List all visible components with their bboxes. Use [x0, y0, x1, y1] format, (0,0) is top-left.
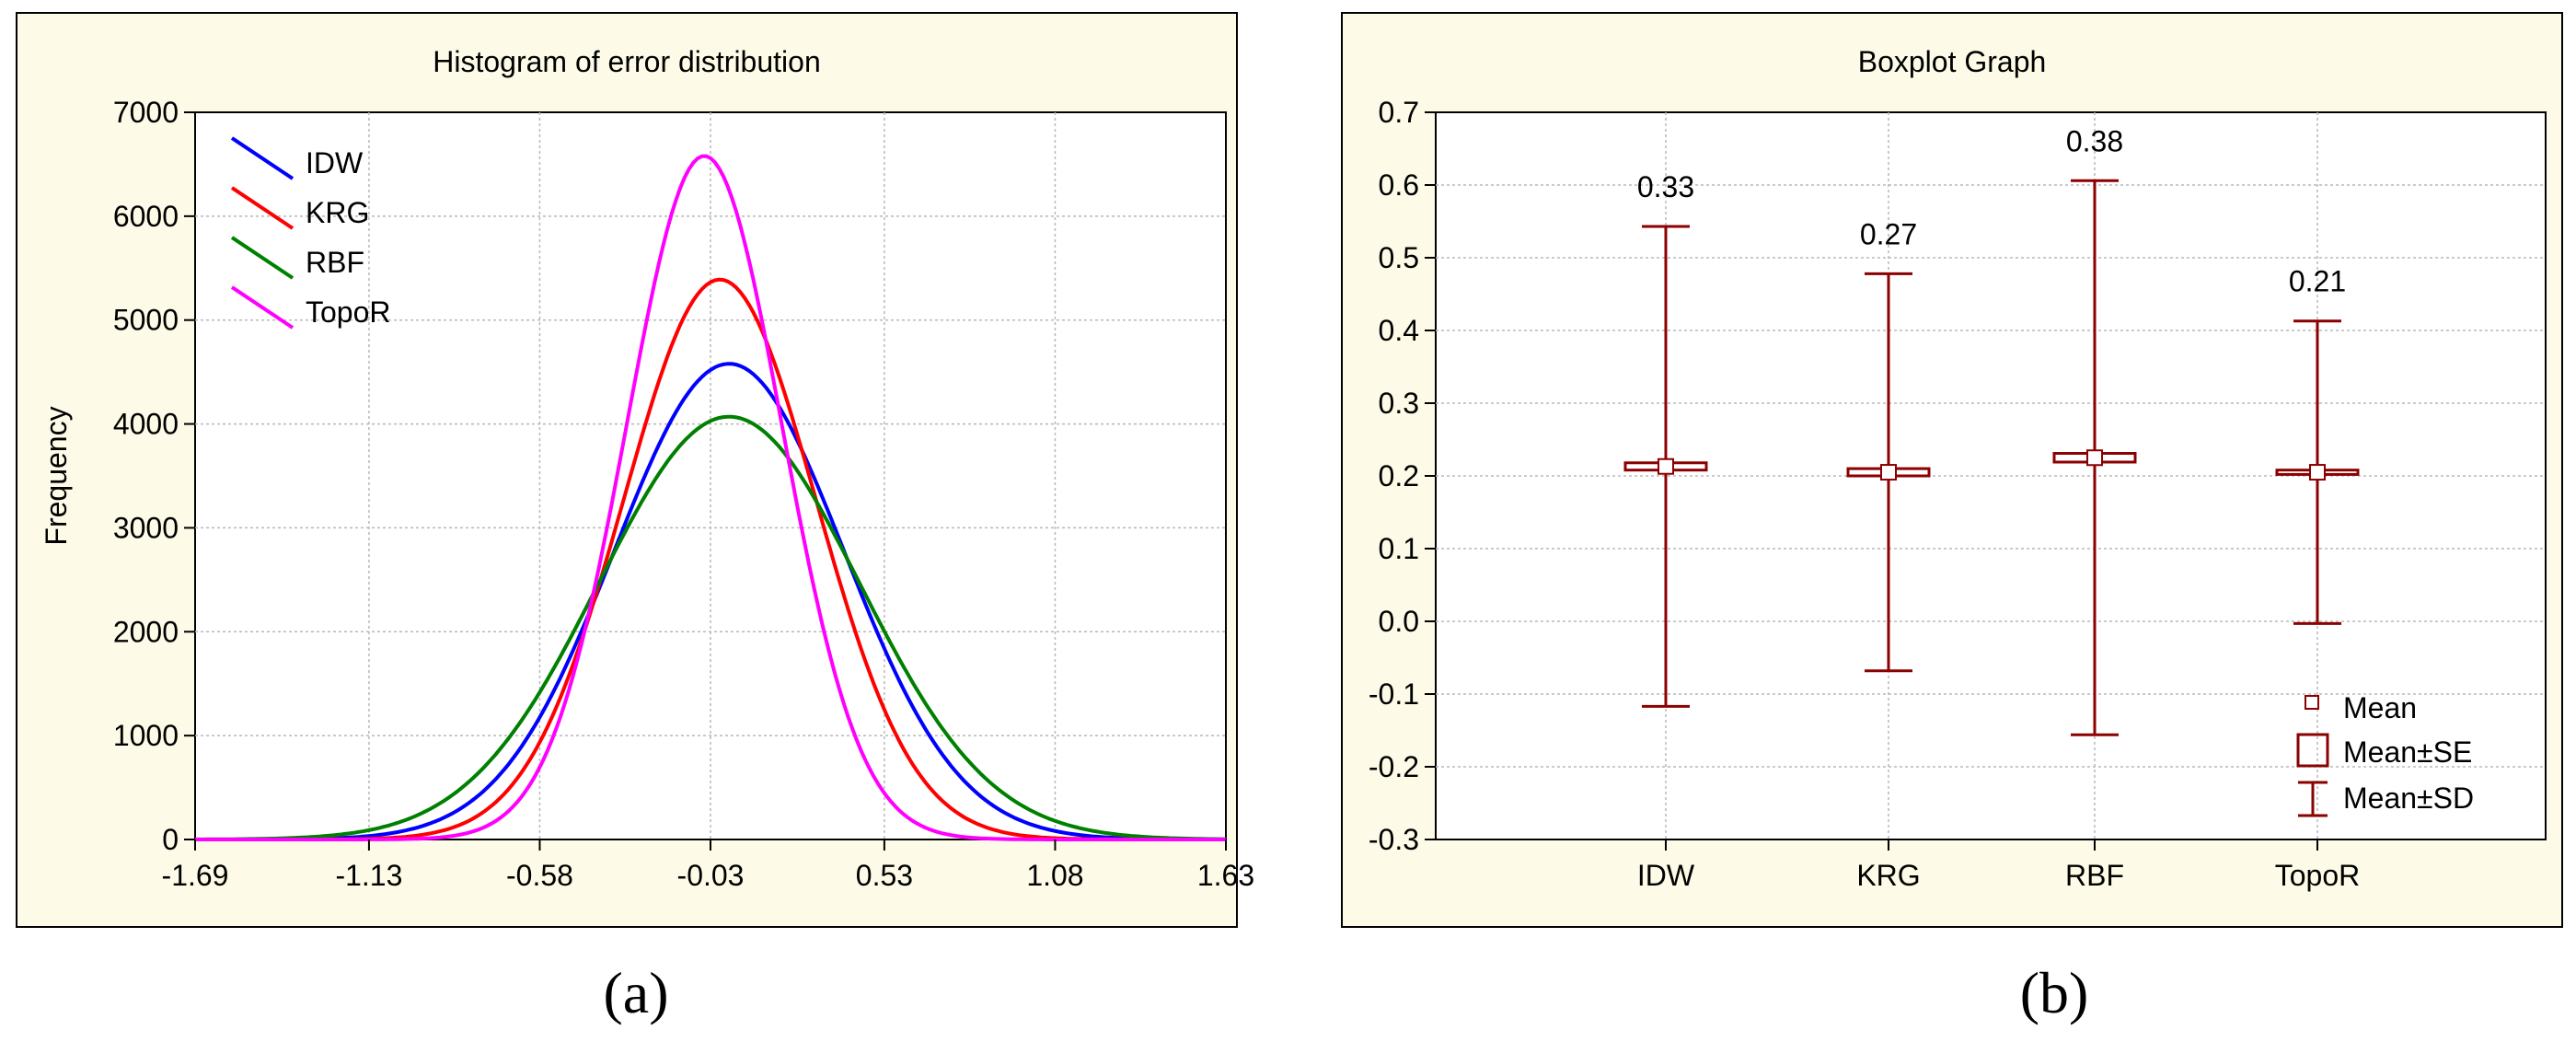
legend-swatch-topor: [230, 285, 295, 330]
legend-label-sd: Mean±SD: [2343, 782, 2474, 815]
mean-marker: [2309, 464, 2326, 481]
y-tick-label: 0.7: [1379, 96, 1419, 129]
legend-mean-icon: [2305, 695, 2319, 710]
boxplot-panel: Boxplot Graph 0.330.270.380.21 -0.3-0.2-…: [1341, 12, 2563, 928]
y-tick-label: -0.2: [1369, 750, 1419, 783]
boxplot-grid: [1436, 112, 2546, 839]
y-tick-label: 2000: [113, 615, 179, 648]
x-tick-label: -0.58: [506, 859, 573, 892]
histogram-curves: [195, 154, 1227, 841]
sd-value-label: 0.38: [2066, 124, 2123, 157]
histogram-legend: IDW KRG RBF TopoR: [230, 136, 391, 330]
legend-label-topor: TopoR: [306, 295, 391, 329]
y-tick-label: 0.6: [1379, 168, 1419, 202]
y-tick-label: 5000: [113, 304, 179, 337]
legend-label-mean: Mean: [2343, 691, 2417, 724]
x-tick-label: -0.03: [677, 859, 745, 892]
y-tick-label: 0.0: [1379, 605, 1419, 638]
boxplot-boxes: 0.33 0.27 0.38 0.21: [1623, 124, 2360, 736]
y-tick-label: 0: [162, 823, 179, 856]
boxplot-title: Boxplot Graph: [1858, 45, 2047, 78]
curve-rbf: [195, 414, 1227, 841]
histogram-panel: Histogram of error distribution 0 1000 200…: [16, 12, 1254, 928]
histogram-grid: [195, 112, 1226, 839]
y-tick-label: -0.3: [1369, 823, 1419, 856]
y-tick-label: -0.1: [1369, 677, 1419, 711]
legend-label-krg: KRG: [306, 196, 369, 229]
curve-idw: [195, 362, 1227, 841]
panel-label-a: (a): [603, 960, 668, 1025]
box-group-krg: 0.27: [1846, 217, 1931, 673]
y-tick-label: 3000: [113, 511, 179, 544]
histogram-y-axis-label: Frequency: [40, 406, 73, 545]
y-tick-label: 1000: [113, 719, 179, 752]
boxplot-x-ticks: IDW KRG RBF TopoR: [1637, 839, 2360, 892]
mean-marker: [1658, 457, 1674, 475]
legend-swatch-krg: [230, 186, 295, 230]
legend-label-idw: IDW: [306, 146, 364, 179]
histogram-x-ticks: -1.69 -1.13 -0.58 -0.03 0.53 1.08 1.63: [162, 839, 1254, 892]
sd-value-label: 0.21: [2289, 265, 2346, 298]
x-tick-label: 1.08: [1026, 859, 1083, 892]
histogram-y-ticks: 0 1000 2000 3000 4000 5000 6000 7000: [113, 96, 195, 856]
histogram-plot-area: [194, 111, 1227, 840]
x-tick-label: 0.53: [856, 859, 913, 892]
box-group-rbf: 0.38: [2052, 124, 2137, 736]
x-tick-label: -1.13: [335, 859, 402, 892]
y-tick-label: 0.5: [1379, 241, 1419, 274]
y-tick-label: 0.3: [1379, 387, 1419, 420]
curve-topor: [195, 154, 1226, 841]
x-category-label: KRG: [1856, 859, 1920, 892]
mean-marker: [2086, 449, 2103, 467]
legend-swatch-idw: [230, 136, 295, 180]
legend-swatch-rbf: [230, 236, 295, 280]
y-tick-label: 7000: [113, 96, 179, 129]
y-tick-label: 0.2: [1379, 459, 1419, 492]
legend-label-rbf: RBF: [306, 246, 364, 279]
box-group-idw: 0.33: [1623, 170, 1708, 708]
y-tick-label: 6000: [113, 200, 179, 233]
x-category-label: TopoR: [2275, 859, 2361, 892]
x-tick-label: 1.63: [1197, 859, 1254, 892]
boxplot-y-ticks: -0.3 -0.2 -0.1 0.0 0.1 0.2 0.3 0.4 0.5 0.6 0.7: [1369, 96, 1436, 856]
legend-label-se: Mean±SE: [2343, 735, 2472, 769]
sd-value-label: 0.33: [1637, 170, 1694, 203]
y-tick-label: 0.4: [1379, 314, 1419, 347]
sd-value-label: 0.27: [1860, 217, 1917, 250]
x-tick-label: -1.69: [162, 859, 229, 892]
x-category-label: IDW: [1637, 859, 1695, 892]
y-tick-label: 0.1: [1379, 532, 1419, 565]
boxplot-legend: Mean Mean±SE Mean±SD: [2296, 691, 2474, 817]
mean-marker: [1880, 464, 1897, 481]
y-tick-label: 4000: [113, 408, 179, 441]
box-group-topor: 0.21: [2275, 265, 2360, 625]
panel-label-b: (b): [2020, 960, 2089, 1025]
legend-se-icon: [2296, 733, 2329, 768]
x-category-label: RBF: [2065, 859, 2124, 892]
histogram-title: Histogram of error distribution: [433, 45, 820, 78]
